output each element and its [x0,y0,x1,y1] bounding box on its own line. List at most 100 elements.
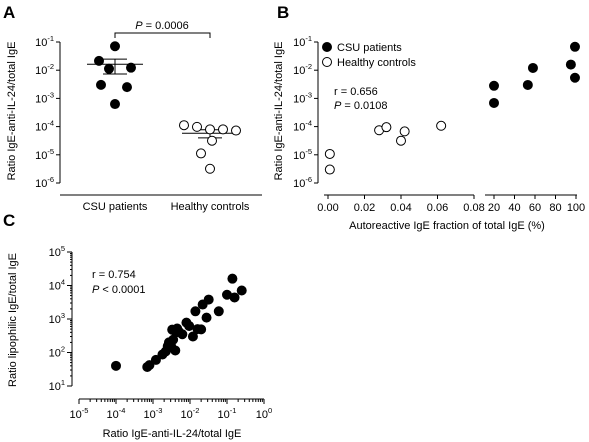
panel-a-marks [87,41,241,174]
panel-a-y-tick-label: 10-6 [35,175,54,190]
panel-b-y-tick-label: 10-4 [293,119,312,134]
data-point [184,320,195,331]
panel-c-x-ticks: 10-5 10-4 10-3 10-2 10-1 100 [70,399,272,421]
data-point [522,79,533,90]
data-point [569,41,580,52]
data-point [324,164,335,175]
panel-b-axes [317,42,577,196]
panel-b-r-value: r = 0.656 [334,86,378,98]
panel-b-x-tick-label: 80 [549,202,561,214]
panel-b-y-ticks: 10-1 10-2 10-3 10-4 10-5 10-6 [293,34,318,190]
data-point [231,125,241,136]
panel-a-p-value: P = 0.0006 [135,20,189,32]
panel-c-x-tick-label: 10-1 [218,406,237,421]
panel-c-x-tick-label: 10-3 [144,406,163,421]
data-point [94,55,104,66]
data-point [150,354,161,365]
panel-c-x-tick-label: 10-4 [107,406,126,421]
panel-c-letter: C [3,211,15,230]
panel-b-x-axis-label: Autoreactive IgE fraction of total IgE (… [349,220,545,232]
panel-c-y-tick-label: 104 [49,278,65,293]
panel-b-x-tick-label: 100 [567,202,585,214]
legend-marker-healthy [322,57,332,67]
panel-c-p-value: P < 0.0001 [92,284,146,296]
panel-a-x-tick-label: Healthy controls [171,201,250,213]
data-point [110,99,120,110]
panel-c-x-axis-label: Ratio IgE-anti-IL-24/total IgE [103,428,242,440]
panel-b-x-tick-label: 0.06 [427,202,448,214]
panel-a-y-ticks: 10-1 10-2 10-3 10-4 10-5 10-6 [35,34,60,190]
data-point [227,273,238,284]
data-point [144,360,155,371]
legend-label-csu: CSU patients [337,42,402,54]
panel-c-y-tick-label: 101 [49,378,65,393]
panel-c-y-axis-label: Ratio lipophilic IgE/total IgE [7,253,19,387]
data-point [111,360,121,371]
data-point [104,63,114,74]
panel-b-legend: CSU patients Healthy controls [322,42,416,69]
data-point [96,79,106,90]
data-point [218,124,228,135]
panel-c-r-value: r = 0.754 [92,269,136,281]
panel-b-y-tick-label: 10-2 [293,62,312,77]
panel-a-y-tick-label: 10-3 [35,90,54,105]
panel-c-x-tick-label: 10-2 [181,406,200,421]
panel-a-significance-bracket: P = 0.0006 [114,20,211,38]
data-point [565,59,576,70]
panel-c-x-tick-label: 100 [256,406,272,421]
data-point [192,121,202,132]
data-point [203,294,214,305]
panel-a-x-tick-label: CSU patients [83,201,148,213]
data-point [196,148,206,159]
panel-b-x-tick-label: 0.08 [463,202,484,214]
panel-a-y-tick-label: 10-1 [35,34,54,49]
panel-a-y-tick-label: 10-4 [35,119,54,134]
legend-label-healthy: Healthy controls [337,57,416,69]
panel-a-y-axis-label: Ratio IgE-anti-IL-24/total IgE [6,42,18,181]
data-point [179,120,189,131]
panel-b-marks [324,41,580,175]
data-point [201,312,212,323]
data-point [489,97,499,108]
data-point [170,345,181,356]
panel-b-y-axis-label: Ratio IgE-anti-IL-24/total IgE [273,42,285,181]
data-point [381,122,392,133]
panel-b-x-ticks: 0.00 0.02 0.04 0.06 0.08 20 40 60 80 100 [317,195,585,214]
panel-c-y-tick-label: 105 [49,244,65,259]
panel-a-y-tick-label: 10-5 [35,147,54,162]
panel-c-y-ticks: 105 104 103 102 101 [49,244,72,393]
panel-b-letter: B [277,3,289,22]
data-point [205,163,215,174]
data-point [190,306,201,317]
data-point [229,292,240,303]
panel-b-y-tick-label: 10-3 [293,90,312,105]
panel-b-x-tick-label: 20 [488,202,500,214]
data-point [205,124,215,135]
data-point [196,324,207,335]
panel-a-y-tick-label: 10-2 [35,62,54,77]
panel-b: B 10-110-210-310-410-510-6 0.00 0.02 0.04 0… [273,3,585,232]
panel-b-p-value: P = 0.0108 [334,100,388,112]
data-point [187,331,198,342]
data-point [569,72,580,83]
data-point [177,329,188,340]
panel-a-letter: A [3,3,15,22]
panel-b-x-tick-label: 0.04 [390,202,411,214]
panel-a: A 10-1 10-2 10-3 10-4 10-5 10-6 Ratio IgE-ant… [3,3,262,213]
data-point [527,62,538,73]
data-point [236,285,247,296]
legend-marker-csu [322,42,332,52]
panel-b-y-tick-label: 10-5 [293,147,312,162]
data-point [324,148,335,159]
data-point [489,80,499,91]
panel-b-x-tick-label: 0.02 [354,202,375,214]
data-point [399,126,410,137]
data-point [126,62,136,73]
panel-c-y-tick-label: 102 [49,345,65,360]
panel-b-x-tick-label: 0.00 [317,202,338,214]
data-point [122,82,132,93]
data-point [436,120,447,131]
data-point [110,41,120,52]
